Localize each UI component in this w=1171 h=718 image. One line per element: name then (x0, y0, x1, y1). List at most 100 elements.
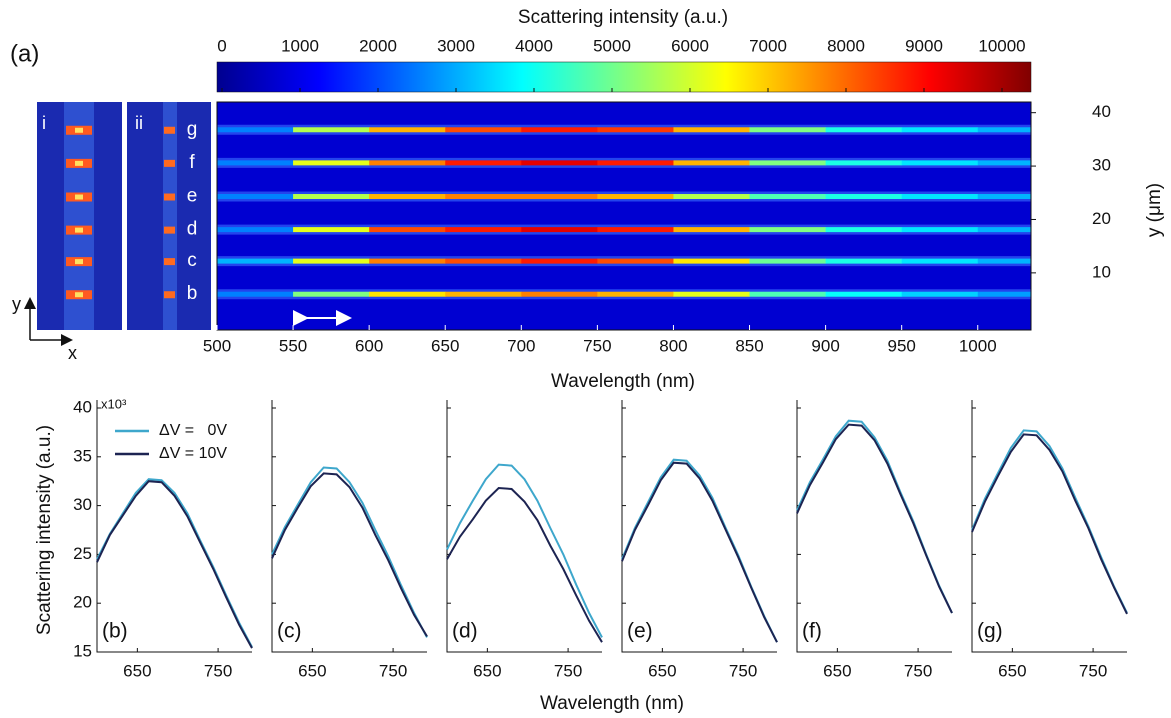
legend-label: ΔV = 0V (159, 422, 227, 439)
stripe-segment (825, 227, 903, 233)
row-label: e (187, 186, 198, 207)
y-axis-label: Scattering intensity (a.u.) (34, 425, 55, 635)
inset-spot (164, 291, 175, 299)
stripe-segment (901, 127, 979, 133)
colorbar-tick-label: 6000 (671, 36, 709, 55)
spectrum-line (271, 472, 428, 637)
stripe-segment (673, 291, 751, 297)
colorbar-tick-label: 4000 (515, 36, 553, 55)
stripe-segment (749, 258, 827, 264)
x-tick-label: 900 (811, 336, 839, 355)
stripe-segment (673, 160, 751, 166)
stripe-segment (293, 127, 370, 133)
stripe-segment (749, 227, 827, 233)
stripe-segment (825, 258, 903, 264)
stripe-segment (901, 258, 979, 264)
x-tick-label: 500 (203, 336, 231, 355)
inset-spot (75, 292, 83, 298)
row-label: c (187, 250, 197, 271)
x-tick-label: 650 (998, 661, 1026, 680)
y-tick-label: 40 (1092, 102, 1111, 121)
stripe-segment (597, 227, 674, 233)
stripe-segment (977, 291, 1032, 297)
y-tick-label: 10 (1092, 262, 1111, 281)
stripe-segment (445, 258, 522, 264)
x-tick-label: 800 (659, 336, 687, 355)
y-tick-label: 35 (73, 446, 92, 465)
stripe-segment (217, 258, 294, 264)
x-tick-label: 600 (355, 336, 383, 355)
colorbar (216, 61, 1032, 93)
stripe-segment (901, 227, 979, 233)
stripe-segment (749, 127, 827, 133)
legend-label: ΔV = 10V (159, 445, 227, 462)
stripe-segment (445, 194, 522, 200)
axis-label: y (12, 294, 21, 314)
stripe-segment (597, 258, 674, 264)
inset-label: i (42, 113, 46, 133)
stripe-segment (521, 127, 598, 133)
stripe-segment (293, 194, 370, 200)
inset-spot (164, 159, 175, 167)
x-axis-label: Wavelength (nm) (540, 693, 684, 714)
spectrum-line (446, 463, 603, 638)
stripe-segment (825, 291, 903, 297)
spectrum-line (96, 480, 253, 649)
panel-label: (b) (102, 620, 128, 643)
colorbar-tick-label: 9000 (905, 36, 943, 55)
x-tick-label: 750 (729, 661, 757, 680)
stripe-segment (977, 194, 1032, 200)
stripe-segment (673, 194, 751, 200)
y-tick-label: 20 (73, 593, 92, 612)
colorbar-tick-label: 7000 (749, 36, 787, 55)
stripe-segment (293, 227, 370, 233)
stripe-segment (369, 194, 446, 200)
stripe-segment (521, 291, 598, 297)
y-tick-label: 30 (1092, 156, 1111, 175)
inset-spot (164, 193, 175, 201)
x-tick-label: 650 (823, 661, 851, 680)
stripe-segment (217, 291, 294, 297)
panel-label: (c) (277, 620, 302, 643)
inset-spot (164, 258, 175, 266)
y-tick-label: 40 (73, 397, 92, 416)
stripe-segment (521, 160, 598, 166)
stripe-segment (825, 160, 903, 166)
panel-label: (g) (977, 620, 1003, 643)
colorbar-tick-label: 3000 (437, 36, 475, 55)
colorbar-tick-label: 2000 (359, 36, 397, 55)
colorbar-tick-label: 10000 (978, 36, 1025, 55)
y-tick-label: 20 (1092, 209, 1111, 228)
axes (271, 400, 427, 653)
y-tick-label: 15 (73, 641, 92, 660)
stripe-segment (749, 160, 827, 166)
stripe-segment (369, 291, 446, 297)
inset-spot (75, 160, 83, 166)
heatmap (217, 102, 1032, 330)
stripe-segment (445, 291, 522, 297)
colorbar-tick-label: 1000 (281, 36, 319, 55)
y-tick-label: 25 (73, 544, 92, 563)
x-tick-label: 750 (904, 661, 932, 680)
stripe-segment (977, 227, 1032, 233)
x-tick-label: 650 (298, 661, 326, 680)
stripe-segment (977, 160, 1032, 166)
stripe-segment (825, 194, 903, 200)
spectrum-line (971, 433, 1128, 615)
axes (971, 400, 1127, 653)
stripe-segment (597, 127, 674, 133)
inset-ii-strip (163, 102, 177, 330)
inset-spot (75, 227, 83, 233)
stripe-segment (749, 194, 827, 200)
panel-label: (a) (10, 40, 39, 67)
stripe-segment (977, 127, 1032, 133)
spectrum-line (796, 419, 953, 614)
stripe-segment (445, 227, 522, 233)
inset-spot (164, 126, 175, 134)
stripe-segment (977, 258, 1032, 264)
stripe-segment (293, 258, 370, 264)
x-tick-label: 750 (583, 336, 611, 355)
x-tick-label: 1000 (959, 336, 997, 355)
stripe-segment (445, 127, 522, 133)
stripe-segment (445, 160, 522, 166)
